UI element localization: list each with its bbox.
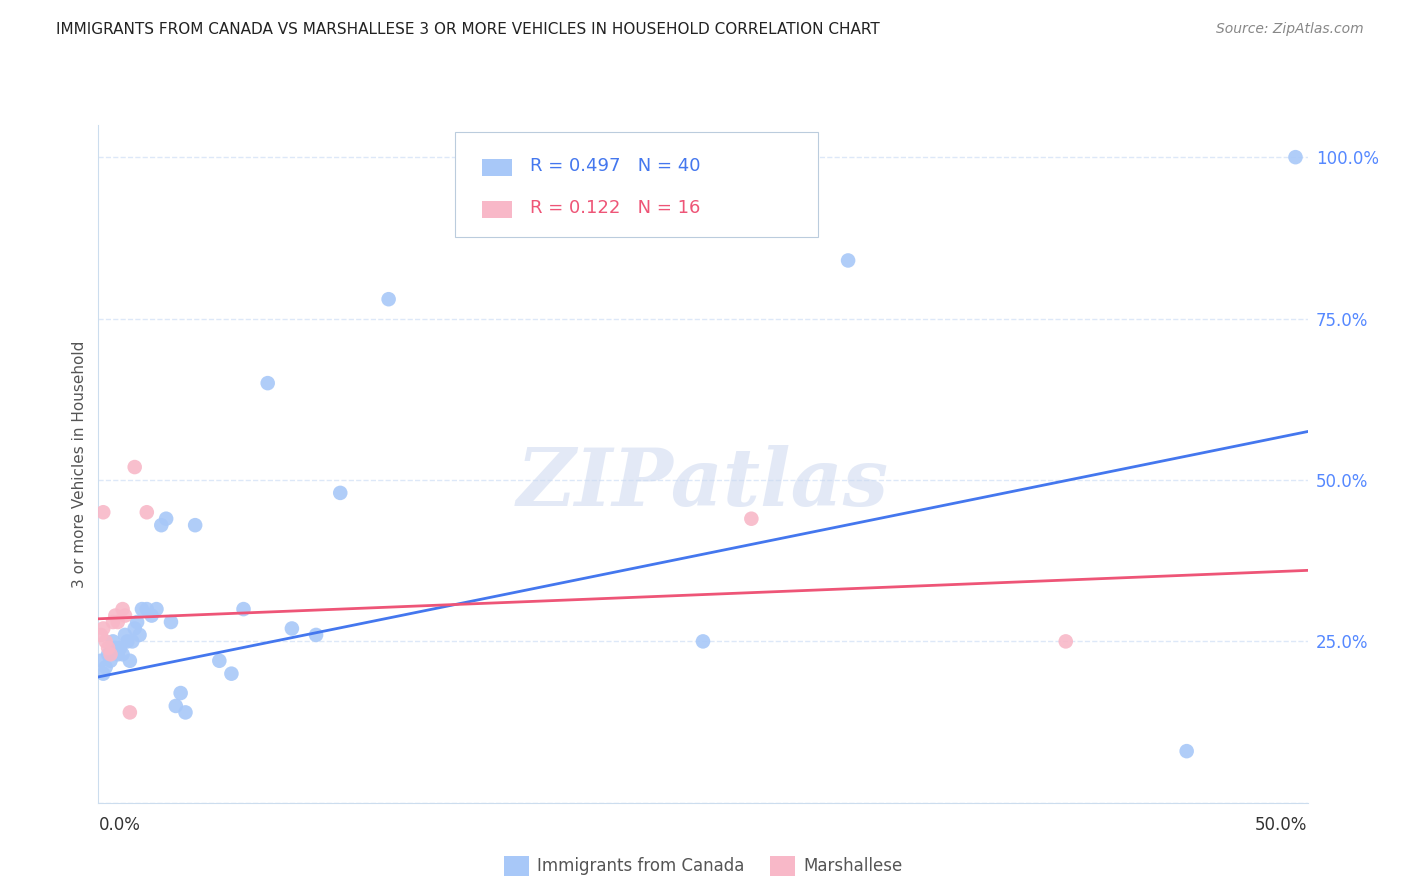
Point	[107, 648, 129, 662]
Point	[100, 654, 122, 668]
Point	[91, 666, 114, 681]
Point	[184, 518, 207, 533]
Point	[100, 648, 122, 662]
FancyBboxPatch shape	[482, 159, 512, 176]
Text: R = 0.122   N = 16: R = 0.122 N = 16	[530, 199, 700, 217]
Point	[145, 602, 167, 616]
Text: R = 0.497   N = 40: R = 0.497 N = 40	[530, 157, 700, 175]
Point	[256, 376, 278, 391]
Point	[160, 615, 183, 629]
Point	[1284, 150, 1306, 164]
Point	[128, 628, 150, 642]
Point	[121, 634, 143, 648]
Point	[107, 615, 129, 629]
Text: 0.0%: 0.0%	[98, 816, 141, 834]
Text: IMMIGRANTS FROM CANADA VS MARSHALLESE 3 OR MORE VEHICLES IN HOUSEHOLD CORRELATIO: IMMIGRANTS FROM CANADA VS MARSHALLESE 3 …	[56, 22, 880, 37]
Text: 50.0%: 50.0%	[1256, 816, 1308, 834]
Point	[692, 634, 714, 648]
FancyBboxPatch shape	[482, 201, 512, 218]
Point	[135, 602, 157, 616]
Point	[174, 706, 197, 720]
Point	[169, 686, 191, 700]
Point	[124, 460, 146, 475]
Point	[94, 660, 117, 674]
Point	[97, 648, 120, 662]
Text: ZIPatlas: ZIPatlas	[517, 445, 889, 523]
Point	[208, 654, 231, 668]
Point	[1175, 744, 1198, 758]
Point	[91, 505, 114, 519]
Point	[101, 634, 124, 648]
Point	[97, 640, 120, 655]
Point	[91, 622, 114, 636]
Point	[101, 615, 124, 629]
Point	[165, 698, 187, 713]
Point	[104, 640, 127, 655]
Point	[232, 602, 254, 616]
Point	[155, 512, 177, 526]
Point	[104, 608, 127, 623]
Point	[131, 602, 153, 616]
Legend: Immigrants from Canada, Marshallese: Immigrants from Canada, Marshallese	[498, 849, 908, 882]
Point	[117, 634, 139, 648]
Point	[837, 253, 859, 268]
Point	[1054, 634, 1077, 648]
Point	[329, 486, 352, 500]
Point	[281, 622, 304, 636]
Point	[118, 654, 141, 668]
Point	[90, 628, 112, 642]
Point	[114, 608, 136, 623]
FancyBboxPatch shape	[456, 132, 818, 236]
Text: Source: ZipAtlas.com: Source: ZipAtlas.com	[1216, 22, 1364, 37]
Point	[108, 640, 131, 655]
Point	[118, 706, 141, 720]
Point	[221, 666, 243, 681]
Point	[94, 634, 117, 648]
Point	[127, 615, 149, 629]
Point	[111, 602, 134, 616]
Point	[150, 518, 173, 533]
Point	[124, 622, 146, 636]
Point	[90, 654, 112, 668]
Point	[114, 628, 136, 642]
Point	[141, 608, 163, 623]
Point	[111, 648, 134, 662]
Point	[135, 505, 157, 519]
Point	[305, 628, 328, 642]
Point	[740, 512, 762, 526]
Y-axis label: 3 or more Vehicles in Household: 3 or more Vehicles in Household	[72, 340, 87, 588]
Point	[377, 292, 399, 306]
